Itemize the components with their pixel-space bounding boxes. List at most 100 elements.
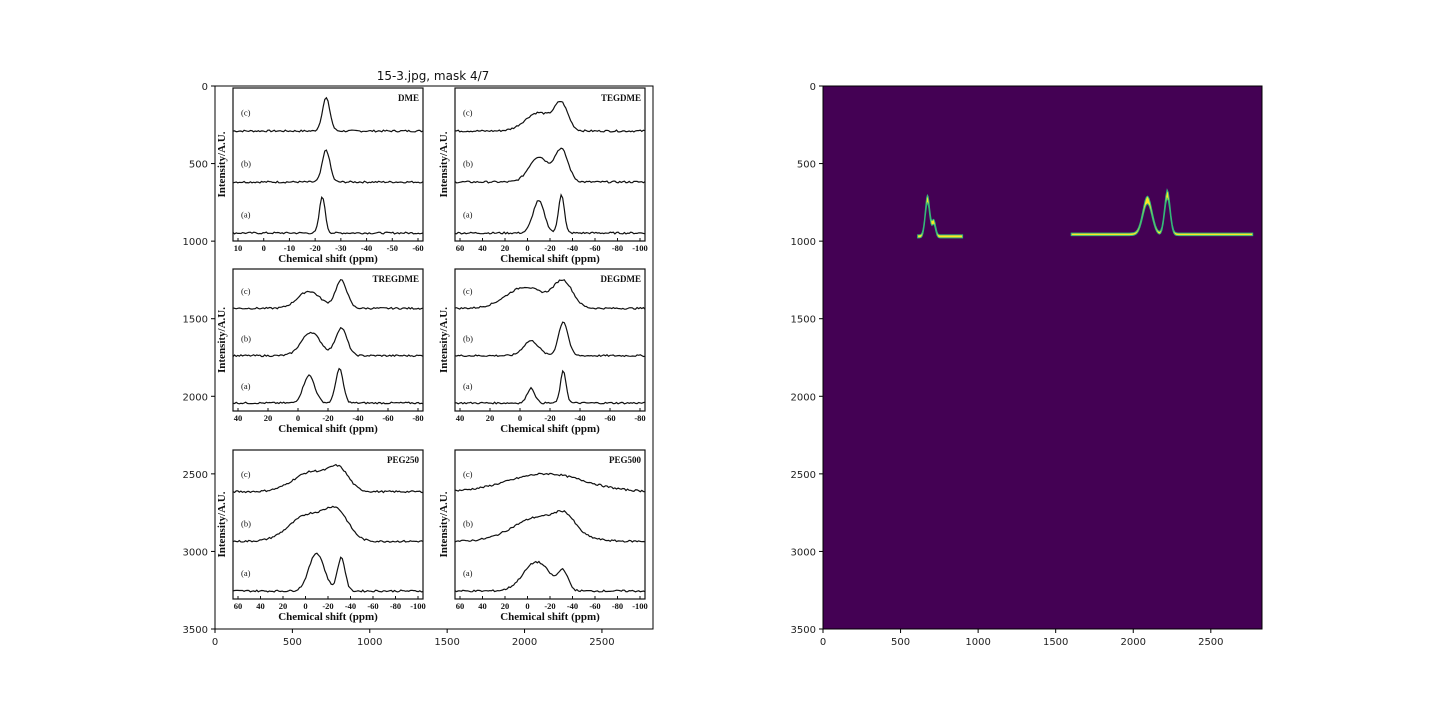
left-x-tick-label: 2500 [589,637,614,648]
panel-x-tick-label: 40 [234,413,243,423]
left-axes-ticks: 0 500 1000 1500 2000 250005001000150020002500… [183,82,615,648]
panel-x-tick-label: -60 [604,413,615,423]
panel-x-tick-label: 0 [525,243,529,253]
panel-x-tick-label: -10 [284,243,295,253]
panel-xlabel: Chemical shift (ppm) [500,253,600,265]
panel-x-tick-label: -40 [345,601,356,611]
left-axes-frame [214,85,654,630]
spectrum-trace [454,279,646,310]
trace-label: (b) [463,518,473,528]
mask-region-tegdme [1070,188,1254,237]
spectrum-trace [232,552,424,593]
panel-x-tick-label: 40 [456,413,465,423]
panel-x-tick-label: -80 [634,413,645,423]
left-y-tick-label: 2500 [183,470,208,481]
trace-label: (c) [463,286,473,296]
trace-label: (b) [241,159,251,169]
left-x-tick-label: 1500 [434,637,459,648]
panel-x-tick-label: 40 [478,601,487,611]
right-y-tick-label: 3000 [791,547,816,558]
right-y-tick-label: 500 [797,160,816,171]
panel-label: TREGDME [372,274,419,284]
spectrum-trace [454,560,646,593]
panel-dme: DME Intensity/A.U. Chemical shift (ppm) 10 0… [216,87,424,265]
right-axes: 0 500 1000 1500 2000 2500 0 500 1000 1500 2000 2500… [791,82,1263,648]
panel-peg500: PEG500 Intensity/A.U. Chemical shift (ppm)… [438,449,648,623]
panel-xlabel: Chemical shift (ppm) [500,611,600,623]
figure-title: 15-3.jpg, mask 4/7 [377,69,490,83]
spectrum-trace [454,510,646,543]
mask-region-dme [917,193,964,239]
panel-x-tick-label: -50 [387,243,398,253]
right-y-tick-label: 2000 [791,392,816,403]
panel-xlabel: Chemical shift (ppm) [278,253,378,265]
panel-frame [232,87,424,242]
panel-x-tick-label: -20 [322,413,333,423]
left-axes-background [215,86,653,629]
panel-ylabel: Intensity/A.U. [216,307,228,373]
spectrum-trace [454,472,646,493]
panel-x-tick-label: 0 [525,601,529,611]
panel-x-tick-label: -40 [352,413,363,423]
trace-label: (a) [241,568,251,578]
panel-x-tick-label: -40 [567,601,578,611]
left-y-tick-label: 3500 [183,625,208,636]
spectrum-trace [454,193,646,235]
trace-label: (b) [463,159,473,169]
panel-ylabel: Intensity/A.U. [216,491,228,557]
spectrum-trace [232,463,424,494]
right-y-tick-label: 3500 [791,625,816,636]
left-y-tick-label: 1500 [183,315,208,326]
panel-x-tick-label: -60 [382,413,393,423]
mask-background [823,86,1262,629]
spectrum-trace [232,367,424,405]
trace-label: (a) [463,568,473,578]
trace-label: (a) [241,381,251,391]
panel-x-tick-label: -40 [361,243,372,253]
panel-label: TEGDME [601,93,641,103]
right-x-tick-label: 1000 [965,637,990,648]
panel-x-tick-label: -80 [612,243,623,253]
panel-label: PEG250 [387,455,420,465]
spectrum-trace [232,196,424,235]
left-y-tick-label: 3000 [183,547,208,558]
panel-x-tick-label: -80 [412,413,423,423]
right-axes-frame [822,85,1263,630]
panel-x-tick-label: -40 [574,413,585,423]
panel-ylabel: Intensity/A.U. [438,307,450,373]
trace-label: (a) [241,210,251,220]
trace-label: (b) [463,333,473,343]
right-axes-ticks: 0 500 1000 1500 2000 2500 0 500 1000 1500 2000 2500… [791,82,1224,648]
right-x-tick-label: 2000 [1121,637,1146,648]
panel-x-tick-label: 20 [279,601,288,611]
panel-tegdme: TEGDME Intensity/A.U. Chemical shift (ppm)… [438,87,648,265]
left-image-content: DME Intensity/A.U. Chemical shift (ppm) 10 0… [216,87,648,623]
panel-x-tick-label: 40 [256,601,265,611]
trace-label: (a) [463,210,473,220]
trace-label: (c) [241,286,251,296]
panel-x-tick-label: -80 [612,601,623,611]
left-x-tick-label: 2000 [512,637,537,648]
trace-label: (b) [241,333,251,343]
panel-x-tick-label: -20 [544,413,555,423]
trace-label: (c) [463,108,473,118]
panel-x-tick-label: -20 [309,243,320,253]
panel-x-tick-label: -100 [632,243,648,253]
left-x-tick-label: 500 [283,637,302,648]
right-y-tick-label: 1500 [791,315,816,326]
panel-x-tick-label: -20 [322,601,333,611]
panel-ylabel: Intensity/A.U. [438,491,450,557]
trace-label: (c) [463,469,473,479]
panel-x-tick-label: -40 [567,243,578,253]
left-y-tick-label: 0 [202,82,208,93]
left-y-tick-label: 2000 [183,392,208,403]
panel-x-tick-label: -80 [390,601,401,611]
panel-label: DME [398,93,419,103]
spectrum-trace [455,101,646,133]
panel-x-tick-label: -20 [544,243,555,253]
spectrum-trace [232,326,424,358]
spectrum-trace [232,505,424,543]
panel-x-tick-label: 60 [456,601,465,611]
